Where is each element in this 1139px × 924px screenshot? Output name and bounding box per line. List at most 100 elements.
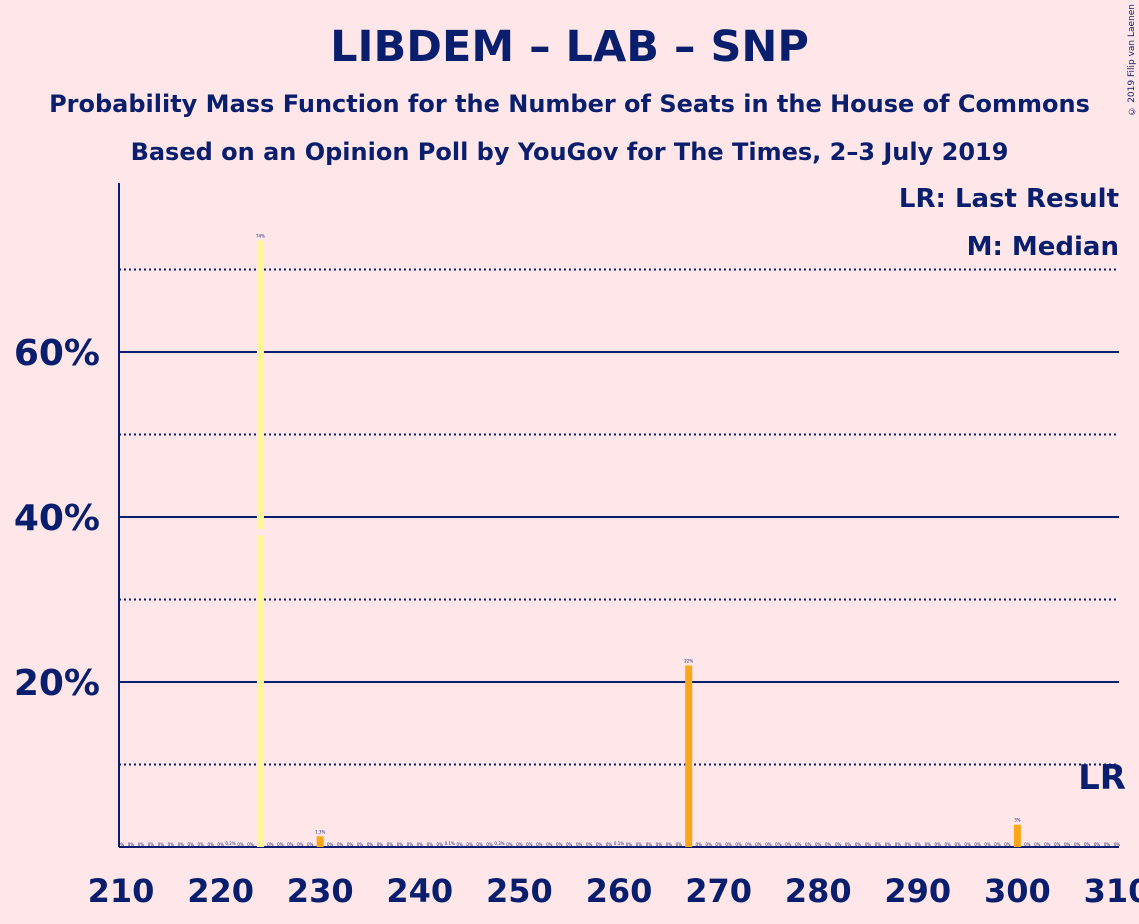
zero-label: 0% xyxy=(327,842,334,847)
zero-label: 0% xyxy=(945,842,952,847)
zero-label: 0% xyxy=(486,842,493,847)
zero-label: 0% xyxy=(636,842,643,847)
zero-label: 0% xyxy=(456,842,463,847)
zero-label: 0% xyxy=(1104,842,1111,847)
small-value-label: 0.1% xyxy=(445,841,455,846)
zero-label: 0% xyxy=(427,842,434,847)
seat-bar xyxy=(1013,824,1021,847)
zero-label: 0% xyxy=(118,842,125,847)
x-tick-label: 270 xyxy=(685,872,752,910)
zero-label: 0% xyxy=(755,842,762,847)
zero-label: 0% xyxy=(696,842,703,847)
zero-label: 0% xyxy=(347,842,354,847)
zero-label: 0% xyxy=(287,842,294,847)
zero-label: 0% xyxy=(974,842,981,847)
zero-label: 0% xyxy=(277,842,284,847)
small-value-label: 0.2% xyxy=(225,841,235,846)
zero-label: 0% xyxy=(397,842,404,847)
zero-label: 0% xyxy=(1054,842,1061,847)
zero-label: 0% xyxy=(466,842,473,847)
y-tick-label: 20% xyxy=(14,663,100,704)
zero-label: 0% xyxy=(885,842,892,847)
zero-label: 0% xyxy=(566,842,573,847)
zero-label: 0% xyxy=(855,842,862,847)
zero-label: 0% xyxy=(178,842,185,847)
zero-label: 0% xyxy=(536,842,543,847)
zero-label: 0% xyxy=(207,842,214,847)
zero-label: 0% xyxy=(158,842,165,847)
x-tick-label: 250 xyxy=(486,872,553,910)
zero-label: 0% xyxy=(725,842,732,847)
zero-label: 0% xyxy=(935,842,942,847)
zero-label: 0% xyxy=(1004,842,1011,847)
x-tick-label: 290 xyxy=(884,872,951,910)
zero-label: 0% xyxy=(1084,842,1091,847)
zero-label: 0% xyxy=(646,842,653,847)
zero-label: 0% xyxy=(556,842,563,847)
zero-label: 0% xyxy=(745,842,752,847)
chart-subtitle: Probability Mass Function for the Number… xyxy=(49,90,1090,118)
bar-value-label: 3% xyxy=(1014,818,1021,823)
zero-label: 0% xyxy=(437,842,444,847)
zero-label: 0% xyxy=(805,842,812,847)
zero-label: 0% xyxy=(785,842,792,847)
zero-label: 0% xyxy=(387,842,394,847)
x-tick-label: 220 xyxy=(187,872,254,910)
zero-label: 0% xyxy=(835,842,842,847)
zero-label: 0% xyxy=(825,842,832,847)
zero-label: 0% xyxy=(875,842,882,847)
x-tick-label: 230 xyxy=(287,872,354,910)
zero-label: 0% xyxy=(705,842,712,847)
legend-last-result: LR: Last Result xyxy=(898,184,1119,214)
zero-label: 0% xyxy=(407,842,414,847)
zero-label: 0% xyxy=(596,842,603,847)
x-tick-label: 280 xyxy=(785,872,852,910)
zero-label: 0% xyxy=(1044,842,1051,847)
zero-label: 0% xyxy=(984,842,991,847)
zero-label: 0% xyxy=(198,842,205,847)
zero-label: 0% xyxy=(735,842,742,847)
zero-label: 0% xyxy=(307,842,314,847)
median-bar xyxy=(256,240,264,847)
zero-label: 0% xyxy=(377,842,384,847)
x-tick-label: 210 xyxy=(88,872,155,910)
zero-label: 0% xyxy=(128,842,135,847)
small-value-label: 0.1% xyxy=(614,841,624,846)
seat-bar xyxy=(316,836,324,847)
y-tick-label: 60% xyxy=(14,333,100,374)
zero-label: 0% xyxy=(964,842,971,847)
zero-label: 0% xyxy=(476,842,483,847)
zero-label: 0% xyxy=(1074,842,1081,847)
zero-label: 0% xyxy=(516,842,523,847)
zero-label: 0% xyxy=(217,842,224,847)
zero-label: 0% xyxy=(895,842,902,847)
zero-label: 0% xyxy=(267,842,274,847)
seat-bar xyxy=(685,665,693,847)
zero-label: 0% xyxy=(417,842,424,847)
legend-median: M: Median xyxy=(966,232,1119,262)
last-result-label: LR xyxy=(1078,758,1126,798)
zero-label: 0% xyxy=(606,842,613,847)
zero-label: 0% xyxy=(357,842,364,847)
zero-label: 0% xyxy=(845,842,852,847)
zero-label: 0% xyxy=(656,842,663,847)
zero-label: 0% xyxy=(1024,842,1031,847)
zero-label: 0% xyxy=(148,842,155,847)
zero-label: 0% xyxy=(666,842,673,847)
zero-label: 0% xyxy=(626,842,633,847)
x-tick-label: 240 xyxy=(386,872,453,910)
zero-label: 0% xyxy=(526,842,533,847)
y-tick-label: 40% xyxy=(14,498,100,539)
zero-label: 0% xyxy=(188,842,195,847)
zero-label: 0% xyxy=(138,842,145,847)
zero-label: 0% xyxy=(815,842,822,847)
zero-label: 0% xyxy=(765,842,772,847)
zero-label: 0% xyxy=(1034,842,1041,847)
small-value-label: 0.3% xyxy=(494,841,504,846)
zero-label: 0% xyxy=(337,842,344,847)
zero-label: 0% xyxy=(546,842,553,847)
zero-label: 0% xyxy=(676,842,683,847)
zero-label: 0% xyxy=(367,842,374,847)
zero-label: 0% xyxy=(247,842,254,847)
zero-label: 0% xyxy=(506,842,513,847)
